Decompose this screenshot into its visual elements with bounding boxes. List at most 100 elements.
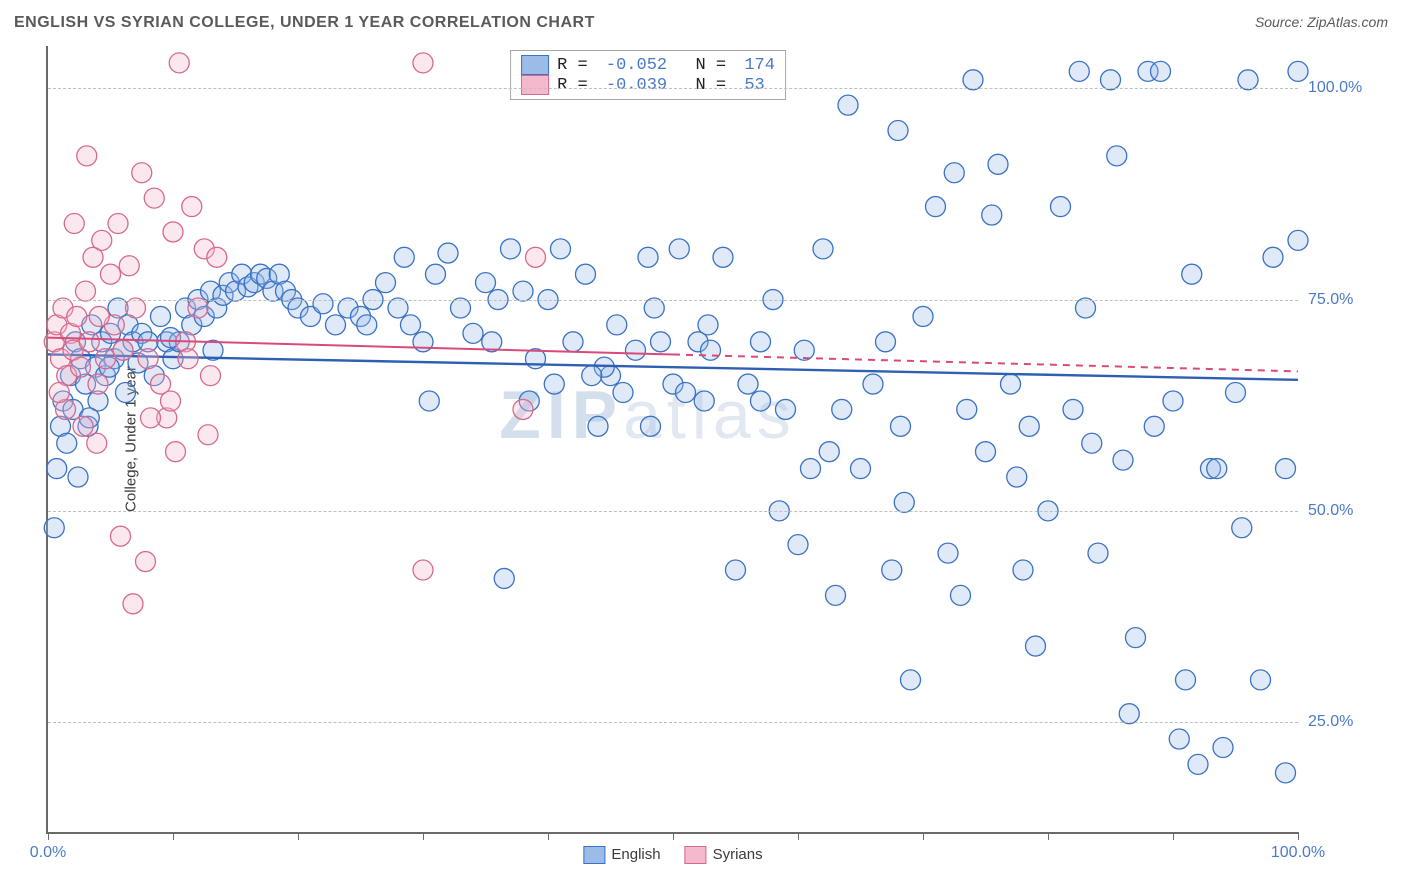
xtick (1173, 832, 1174, 840)
data-point (451, 298, 471, 318)
data-point (119, 256, 139, 276)
data-point (738, 374, 758, 394)
data-point (144, 188, 164, 208)
data-point (582, 366, 602, 386)
data-point (588, 416, 608, 436)
ytick-label: 50.0% (1308, 502, 1368, 520)
ytick-label: 75.0% (1308, 291, 1368, 309)
data-point (47, 459, 67, 479)
data-point (71, 357, 91, 377)
data-point (87, 433, 107, 453)
data-point (132, 163, 152, 183)
data-point (563, 332, 583, 352)
data-point (76, 281, 96, 301)
data-point (951, 585, 971, 605)
data-point (901, 670, 921, 690)
data-point (938, 543, 958, 563)
data-point (313, 294, 333, 314)
data-point (838, 95, 858, 115)
xtick (798, 832, 799, 840)
data-point (68, 467, 88, 487)
data-point (413, 53, 433, 73)
data-point (44, 518, 64, 538)
data-point (376, 273, 396, 293)
data-point (388, 298, 408, 318)
data-point (926, 197, 946, 217)
data-point (713, 247, 733, 267)
xtick (48, 832, 49, 840)
data-point (982, 205, 1002, 225)
data-point (963, 70, 983, 90)
data-point (64, 213, 84, 233)
data-point (698, 315, 718, 335)
data-point (141, 408, 161, 428)
legend-swatch (685, 846, 707, 864)
data-point (136, 552, 156, 572)
data-point (1238, 70, 1258, 90)
data-point (1226, 383, 1246, 403)
data-point (1151, 61, 1171, 81)
data-point (1051, 197, 1071, 217)
legend-label: English (611, 846, 660, 863)
data-point (1144, 416, 1164, 436)
data-point (976, 442, 996, 462)
data-point (108, 213, 128, 233)
data-point (1076, 298, 1096, 318)
data-point (751, 332, 771, 352)
data-point (613, 383, 633, 403)
data-point (544, 374, 564, 394)
data-point (863, 374, 883, 394)
data-point (92, 230, 112, 250)
data-point (676, 383, 696, 403)
data-point (1119, 704, 1139, 724)
data-point (1026, 636, 1046, 656)
plot-svg (48, 46, 1298, 832)
data-point (888, 121, 908, 141)
source-label: Source: ZipAtlas.com (1255, 14, 1388, 30)
data-point (413, 560, 433, 580)
data-point (57, 433, 77, 453)
gridline (48, 722, 1298, 723)
data-point (826, 585, 846, 605)
data-point (1232, 518, 1252, 538)
ytick-label: 100.0% (1308, 79, 1368, 97)
x-legend-item: English (583, 846, 660, 864)
data-point (178, 349, 198, 369)
chart-title: ENGLISH VS SYRIAN COLLEGE, UNDER 1 YEAR … (14, 14, 595, 32)
data-point (138, 349, 158, 369)
xtick (923, 832, 924, 840)
data-point (788, 535, 808, 555)
data-point (438, 243, 458, 263)
data-point (988, 154, 1008, 174)
data-point (49, 383, 69, 403)
data-point (67, 306, 87, 326)
xtick (548, 832, 549, 840)
data-point (726, 560, 746, 580)
legend-swatch (583, 846, 605, 864)
data-point (882, 560, 902, 580)
data-point (1113, 450, 1133, 470)
data-point (1063, 399, 1083, 419)
data-point (111, 526, 131, 546)
data-point (88, 374, 108, 394)
xtick (1048, 832, 1049, 840)
data-point (123, 594, 143, 614)
data-point (326, 315, 346, 335)
xtick (673, 832, 674, 840)
data-point (1082, 433, 1102, 453)
data-point (1019, 416, 1039, 436)
data-point (494, 568, 514, 588)
data-point (751, 391, 771, 411)
xtick (298, 832, 299, 840)
data-point (626, 340, 646, 360)
data-point (401, 315, 421, 335)
data-point (957, 399, 977, 419)
data-point (166, 442, 186, 462)
ytick-label: 25.0% (1308, 713, 1368, 731)
data-point (163, 222, 183, 242)
gridline (48, 88, 1298, 89)
data-point (463, 323, 483, 343)
data-point (73, 416, 93, 436)
data-point (1288, 230, 1308, 250)
data-point (1163, 391, 1183, 411)
